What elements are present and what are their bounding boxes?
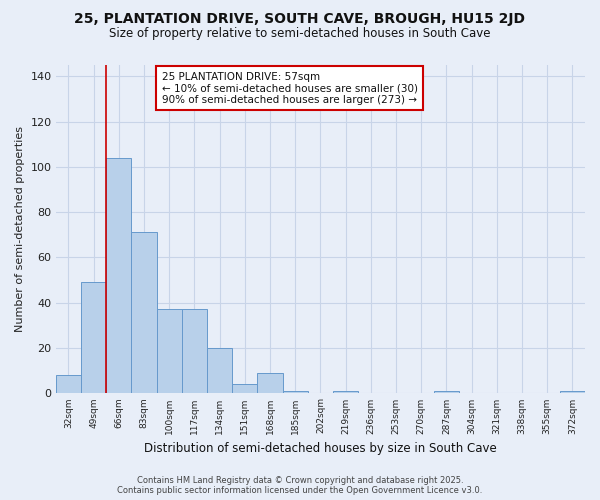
X-axis label: Distribution of semi-detached houses by size in South Cave: Distribution of semi-detached houses by … [144,442,497,455]
Text: 25, PLANTATION DRIVE, SOUTH CAVE, BROUGH, HU15 2JD: 25, PLANTATION DRIVE, SOUTH CAVE, BROUGH… [74,12,526,26]
Bar [283,391,308,393]
Bar [257,373,283,393]
Bar [333,391,358,393]
Bar [182,310,207,393]
Y-axis label: Number of semi-detached properties: Number of semi-detached properties [15,126,25,332]
Bar [131,232,157,393]
Bar [157,310,182,393]
Bar [232,384,257,393]
Bar [434,391,459,393]
Text: Size of property relative to semi-detached houses in South Cave: Size of property relative to semi-detach… [109,28,491,40]
Bar [56,375,81,393]
Bar [81,282,106,393]
Text: 25 PLANTATION DRIVE: 57sqm
← 10% of semi-detached houses are smaller (30)
90% of: 25 PLANTATION DRIVE: 57sqm ← 10% of semi… [161,72,418,105]
Bar [106,158,131,393]
Bar [560,391,585,393]
Bar [207,348,232,393]
Text: Contains HM Land Registry data © Crown copyright and database right 2025.
Contai: Contains HM Land Registry data © Crown c… [118,476,482,495]
